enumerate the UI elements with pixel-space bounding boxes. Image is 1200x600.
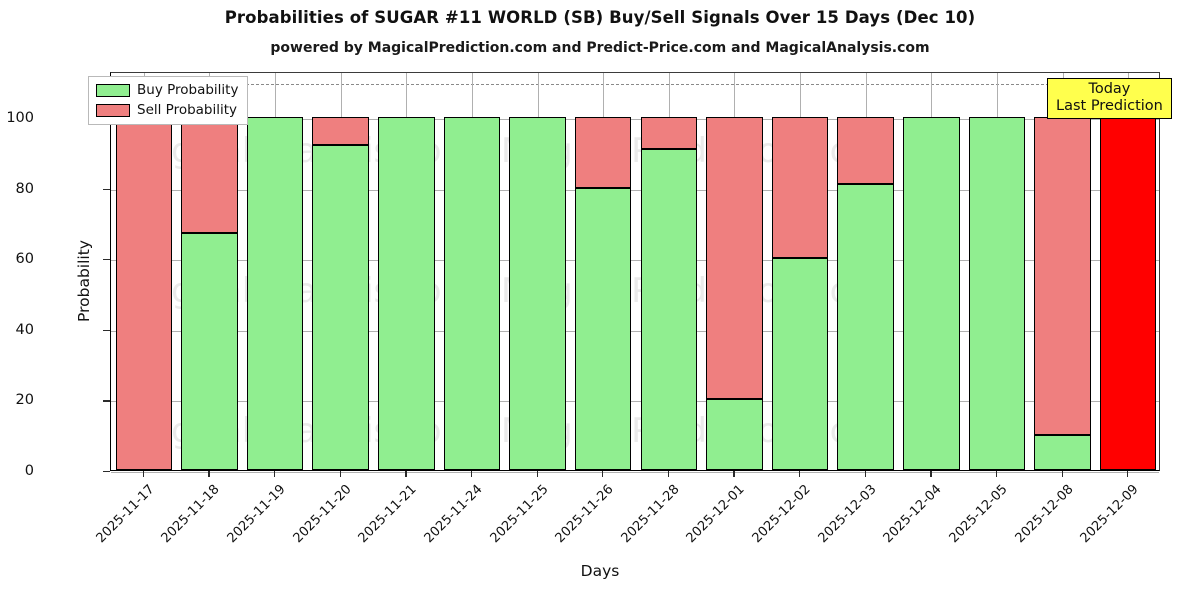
bar-group[interactable] [706,73,763,470]
bar-group[interactable] [443,73,501,470]
y-tick-label-20: 20 [15,392,34,409]
chart-legend: Buy Probability Sell Probability [88,76,249,125]
bar-group[interactable] [640,73,698,470]
x-axis-title: Days [580,562,620,580]
x-tick-mark-2025-12-01 [733,471,735,477]
legend-label-sell: Sell Probability [137,102,238,118]
bar-segment-buy[interactable] [312,145,369,470]
y-tick-label-40: 40 [15,321,34,338]
bar-segment-today[interactable] [1099,116,1157,470]
bar-segment-buy[interactable] [837,184,894,470]
bar-segment-buy[interactable] [574,187,632,470]
bar-group[interactable] [968,73,1026,470]
bar-segment-sell[interactable] [181,116,238,234]
bar-segment-sell[interactable] [1034,116,1091,435]
bar-segment-sell[interactable] [771,116,829,259]
bar-segment-buy[interactable] [1034,434,1091,470]
legend-label-buy: Buy Probability [137,82,239,98]
y-axis-title: Probability [75,240,93,322]
x-tick-mark-2025-12-04 [930,471,932,477]
bar-segment-sell[interactable] [640,116,698,149]
bar-group[interactable] [771,73,829,470]
y-tick-label-80: 80 [15,180,34,197]
bar-group[interactable] [1099,73,1157,470]
today-line-2: Last Prediction [1056,98,1163,115]
bar-segment-sell[interactable] [115,116,173,470]
y-tick-label-60: 60 [15,251,34,268]
bar-segment-buy[interactable] [509,116,566,470]
x-tick-mark-2025-11-28 [667,471,669,477]
y-tick-mark-0 [103,471,110,473]
gridline-y-80 [111,189,1159,191]
bar-group[interactable] [903,73,960,470]
bar-segment-sell[interactable] [837,116,894,184]
x-tick-mark-2025-11-17 [142,471,144,477]
x-tick-mark-2025-11-18 [208,471,210,477]
bar-group[interactable] [181,73,238,470]
bar-group[interactable] [837,73,894,470]
bar-group[interactable] [1034,73,1091,470]
legend-swatch-sell [96,103,130,117]
legend-item-buy: Buy Probability [96,82,238,98]
chart-title: Probabilities of SUGAR #11 WORLD (SB) Bu… [224,8,976,27]
bar-group[interactable] [246,73,304,470]
bar-segment-buy[interactable] [771,258,829,470]
bar-segment-sell[interactable] [574,116,632,188]
bar-segment-buy[interactable] [443,116,501,470]
bar-group[interactable] [574,73,632,470]
x-tick-mark-2025-12-09 [1127,471,1129,477]
bar-segment-buy[interactable] [246,116,304,470]
bar-segment-sell[interactable] [706,116,763,400]
x-tick-mark-2025-12-03 [864,471,866,477]
x-tick-mark-2025-11-24 [470,471,473,477]
threshold-line [111,83,1159,85]
y-tick-mark-80 [103,188,110,190]
bar-segment-buy[interactable] [640,148,698,470]
bar-segment-buy[interactable] [903,116,960,470]
today-annotation: Today Last Prediction [1047,78,1172,120]
bar-segment-buy[interactable] [968,116,1026,470]
gridline-y-40 [111,330,1159,332]
y-tick-mark-60 [103,259,110,261]
bar-segment-sell[interactable] [312,116,369,146]
gridline-y-0 [111,472,1159,473]
x-tick-mark-2025-11-20 [339,471,341,477]
y-tick-label-0: 0 [24,463,34,479]
x-tick-mark-2025-11-19 [274,471,276,477]
x-tick-mark-2025-12-05 [995,471,998,477]
x-tick-mark-2025-12-08 [1061,471,1063,477]
y-tick-mark-40 [103,329,110,331]
legend-swatch-buy [96,83,130,97]
x-tick-mark-2025-11-21 [405,471,407,477]
bar-segment-buy[interactable] [181,233,238,470]
bar-group[interactable] [509,73,566,470]
y-tick-mark-20 [103,400,110,402]
x-tick-mark-2025-11-25 [536,471,538,477]
legend-item-sell: Sell Probability [96,102,238,118]
bar-group[interactable] [312,73,369,470]
y-tick-label-100: 100 [6,109,34,126]
bar-group[interactable] [378,73,435,470]
bar-series-layer [111,73,1159,470]
bar-group[interactable] [115,73,173,470]
x-tick-mark-2025-11-26 [602,471,604,477]
plot-area: MagicalAnalysis.comMagicalPrediction.com… [110,72,1160,473]
bar-segment-buy[interactable] [706,399,763,470]
gridline-y-100 [111,118,1159,120]
gridline-y-60 [111,260,1159,262]
x-tick-mark-2025-12-02 [799,471,801,477]
chart-subtitle: powered by MagicalPrediction.com and Pre… [270,40,930,56]
gridline-y-20 [111,401,1159,403]
bar-segment-buy[interactable] [378,116,435,470]
today-line-1: Today [1088,81,1131,97]
